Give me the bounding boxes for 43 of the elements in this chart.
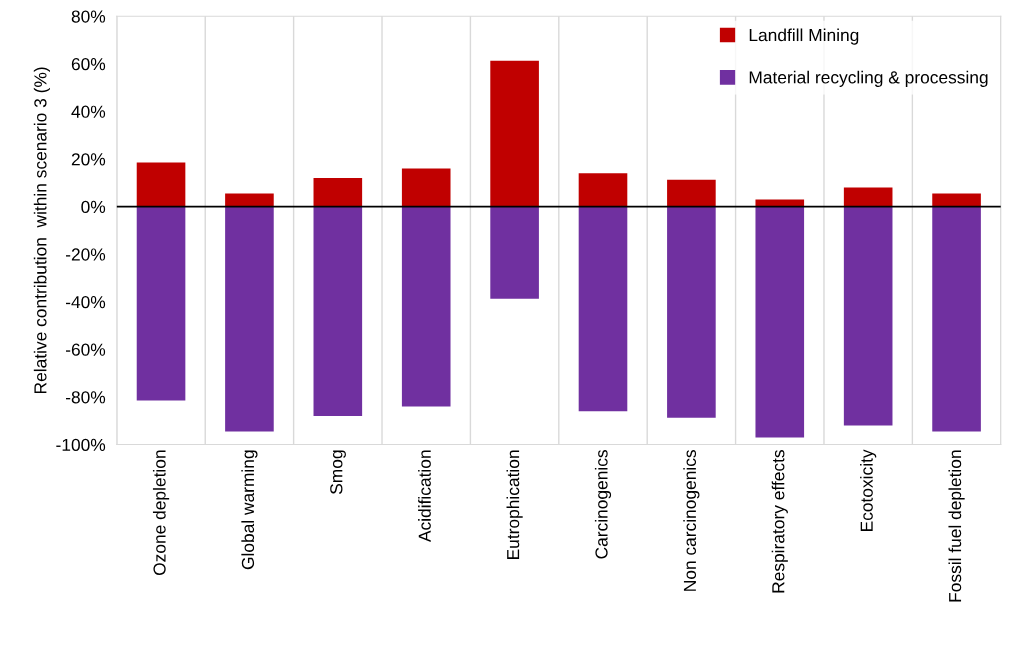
y-tick-label: 80% <box>71 10 106 23</box>
y-tick-label: 0% <box>81 200 106 214</box>
bar <box>932 206 981 432</box>
bar <box>136 162 186 207</box>
y-tick-label: 20% <box>71 153 106 166</box>
y-tick-label: 40% <box>71 105 106 118</box>
bar <box>667 179 716 207</box>
y-tick-label: -20% <box>65 248 106 261</box>
x-tick-label: Respiratory effects <box>771 450 788 593</box>
bar <box>225 193 274 207</box>
x-tick-label: Smog <box>330 450 346 494</box>
x-tick-label: Ecotoxicity <box>860 449 877 531</box>
bar <box>490 206 539 299</box>
x-tick-label: Acidification <box>418 450 431 543</box>
legend-label: Landfill Mining <box>749 28 859 45</box>
x-tick-label: Non carcinogenics <box>683 450 700 591</box>
bar <box>843 206 893 426</box>
bar <box>490 60 539 207</box>
bar <box>755 199 805 207</box>
y-tick-label: -80% <box>65 391 106 404</box>
bar <box>667 206 716 418</box>
bar <box>578 206 628 412</box>
y-tick-label: -100% <box>56 438 106 452</box>
bar <box>401 168 451 207</box>
x-tick-label: Fossil fuel depletion <box>948 450 965 602</box>
bar <box>843 187 893 207</box>
y-tick-label: -60% <box>65 343 106 356</box>
bar <box>578 173 628 207</box>
x-tick-label: Eutrophication <box>506 450 523 559</box>
y-axis-title: Relative contribution within scenario 3 (%) <box>33 67 50 393</box>
x-tick-label: Carcinogenics <box>594 450 612 559</box>
y-tick-label: -40% <box>65 295 106 309</box>
bar <box>313 206 363 417</box>
bar <box>755 206 805 438</box>
bar <box>136 206 186 401</box>
bar <box>225 206 274 432</box>
legend-label: Material recycling & processing <box>749 70 988 87</box>
bar <box>313 178 363 207</box>
x-tick-label: Ozone depletion <box>152 450 170 576</box>
x-tick-label: Global warming <box>241 450 258 570</box>
bar <box>932 193 981 207</box>
bar <box>401 206 451 407</box>
y-tick-label: 60% <box>71 57 106 71</box>
